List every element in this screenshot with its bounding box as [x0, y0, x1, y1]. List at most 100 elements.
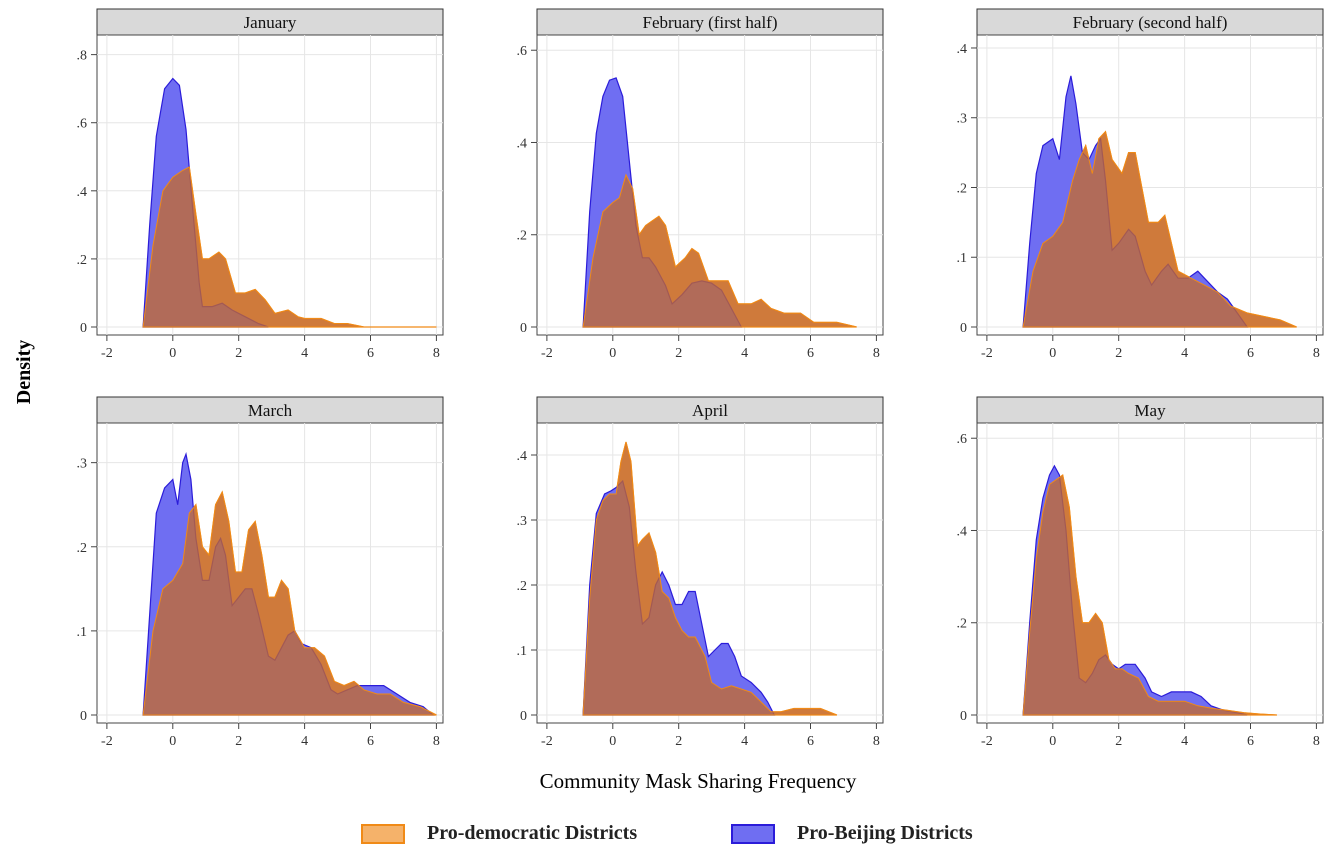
y-tick-label: .3	[517, 514, 528, 529]
y-tick-label: 0	[960, 709, 967, 724]
panel-strip	[536, 8, 884, 36]
legend-item-pro-democratic: Pro-democratic Districts	[361, 822, 637, 845]
y-tick-label: .8	[77, 49, 88, 64]
y-tick-label: .2	[517, 579, 528, 594]
y-tick-label: .6	[77, 117, 88, 132]
area-overlap-tint	[583, 442, 837, 715]
legend-swatch-pro-democratic	[361, 823, 405, 844]
x-tick-label: 6	[367, 734, 374, 749]
y-tick-label: .2	[77, 253, 88, 268]
x-tick-label: 0	[169, 346, 176, 361]
y-tick-label: 0	[960, 321, 967, 336]
y-tick-label: .1	[77, 625, 88, 640]
area-overlap-tint	[583, 174, 857, 327]
y-tick-label: .4	[957, 42, 968, 57]
legend-label-pro-democratic: Pro-democratic Districts	[427, 822, 638, 844]
x-tick-label: 6	[807, 346, 814, 361]
outline-pro-democratic	[142, 166, 437, 328]
y-tick-label: .1	[517, 644, 528, 659]
x-tick-label: 8	[873, 734, 880, 749]
legend-swatch-pro-beijing	[731, 823, 775, 844]
x-tick-label: 2	[675, 734, 682, 749]
x-tick-label: 8	[433, 734, 440, 749]
x-axis-label: Community Mask Sharing Frequency	[540, 769, 857, 793]
x-tick-label: 0	[609, 346, 616, 361]
y-tick-label: .6	[957, 432, 968, 447]
panel-january: January -2 0 2 4 6 8 0 .2 .4 .6 .8	[77, 8, 444, 361]
outline-pro-democratic	[582, 441, 838, 716]
y-tick-label: .1	[957, 251, 968, 266]
y-tick-label: .3	[77, 457, 88, 472]
y-tick-label: .2	[77, 541, 88, 556]
x-tick-label: -2	[541, 734, 553, 749]
x-tick-label: -2	[541, 346, 553, 361]
legend-item-pro-beijing: Pro-Beijing Districts	[731, 822, 973, 845]
panel-title: April	[692, 401, 728, 420]
x-tick-label: 0	[609, 734, 616, 749]
y-tick-label: .2	[517, 229, 528, 244]
outline-pro-democratic	[1022, 474, 1277, 716]
x-tick-label: 2	[675, 346, 682, 361]
x-tick-label: -2	[101, 346, 113, 361]
x-tick-label: 6	[1247, 346, 1254, 361]
x-tick-label: 8	[873, 346, 880, 361]
panel-february-second-half: February (second half) -2 0 2 4 6 8 0 .1 .2 .3 .4	[957, 8, 1324, 361]
outline-pro-democratic	[142, 490, 437, 716]
area-overlap-tint	[143, 492, 437, 715]
area-overlap-tint	[1023, 131, 1297, 327]
panel-title: January	[244, 13, 297, 32]
y-tick-label: 0	[80, 321, 87, 336]
x-tick-label: 0	[1049, 734, 1056, 749]
x-tick-label: -2	[981, 346, 993, 361]
panel-february-first-half: February (first half) -2 0 2 4 6 8 0 .2 .4 .6	[517, 8, 884, 361]
density-chart: Density Community Mask Sharing Frequency…	[13, 8, 1324, 793]
x-tick-label: -2	[981, 734, 993, 749]
panel-title: February (second half)	[1073, 13, 1228, 32]
y-tick-label: 0	[80, 709, 87, 724]
y-tick-label: .4	[77, 185, 88, 200]
x-tick-label: 4	[1181, 734, 1188, 749]
y-tick-label: .6	[517, 44, 528, 59]
panel-strip	[976, 8, 1324, 36]
y-tick-label: .2	[957, 617, 968, 632]
x-tick-label: 2	[235, 734, 242, 749]
x-tick-label: -2	[101, 734, 113, 749]
panel-strip	[96, 8, 444, 36]
panel-title: May	[1134, 401, 1166, 420]
x-tick-label: 4	[741, 734, 748, 749]
outline-pro-democratic	[582, 173, 857, 328]
x-tick-label: 6	[1247, 734, 1254, 749]
x-tick-label: 0	[1049, 346, 1056, 361]
panel-title: February (first half)	[642, 13, 777, 32]
x-tick-label: 8	[433, 346, 440, 361]
y-axis-label: Density	[13, 340, 35, 404]
panel-april: April -2 0 2 4 6 8 0 .1 .2 .3 .4	[517, 396, 884, 749]
panel-grid: January -2 0 2 4 6 8 0 .2 .4 .6 .8 February (first h…	[77, 8, 1324, 749]
x-tick-label: 0	[169, 734, 176, 749]
x-tick-label: 4	[301, 346, 308, 361]
y-tick-label: .3	[957, 112, 968, 127]
x-tick-label: 4	[741, 346, 748, 361]
outline-pro-democratic	[1022, 130, 1297, 328]
legend: Pro-democratic Districts Pro-Beijing Dis…	[0, 822, 1338, 852]
x-tick-label: 2	[1115, 346, 1122, 361]
x-tick-label: 8	[1313, 346, 1320, 361]
area-overlap-tint	[143, 167, 437, 327]
legend-label-pro-beijing: Pro-Beijing Districts	[797, 822, 973, 844]
y-tick-label: .2	[957, 181, 968, 196]
panel-march: March -2 0 2 4 6 8 0 .1 .2 .3	[77, 396, 444, 749]
y-tick-label: .4	[517, 136, 528, 151]
area-overlap-tint	[1023, 475, 1277, 715]
panel-title: March	[248, 401, 293, 420]
x-tick-label: 2	[235, 346, 242, 361]
x-tick-label: 2	[1115, 734, 1122, 749]
y-tick-label: .4	[957, 524, 968, 539]
x-tick-label: 4	[1181, 346, 1188, 361]
y-tick-label: 0	[520, 709, 527, 724]
y-tick-label: 0	[520, 321, 527, 336]
x-tick-label: 4	[301, 734, 308, 749]
y-tick-label: .4	[517, 449, 528, 464]
panel-may: May -2 0 2 4 6 8 0 .2 .4 .6	[957, 396, 1324, 749]
x-tick-label: 6	[807, 734, 814, 749]
x-tick-label: 8	[1313, 734, 1320, 749]
